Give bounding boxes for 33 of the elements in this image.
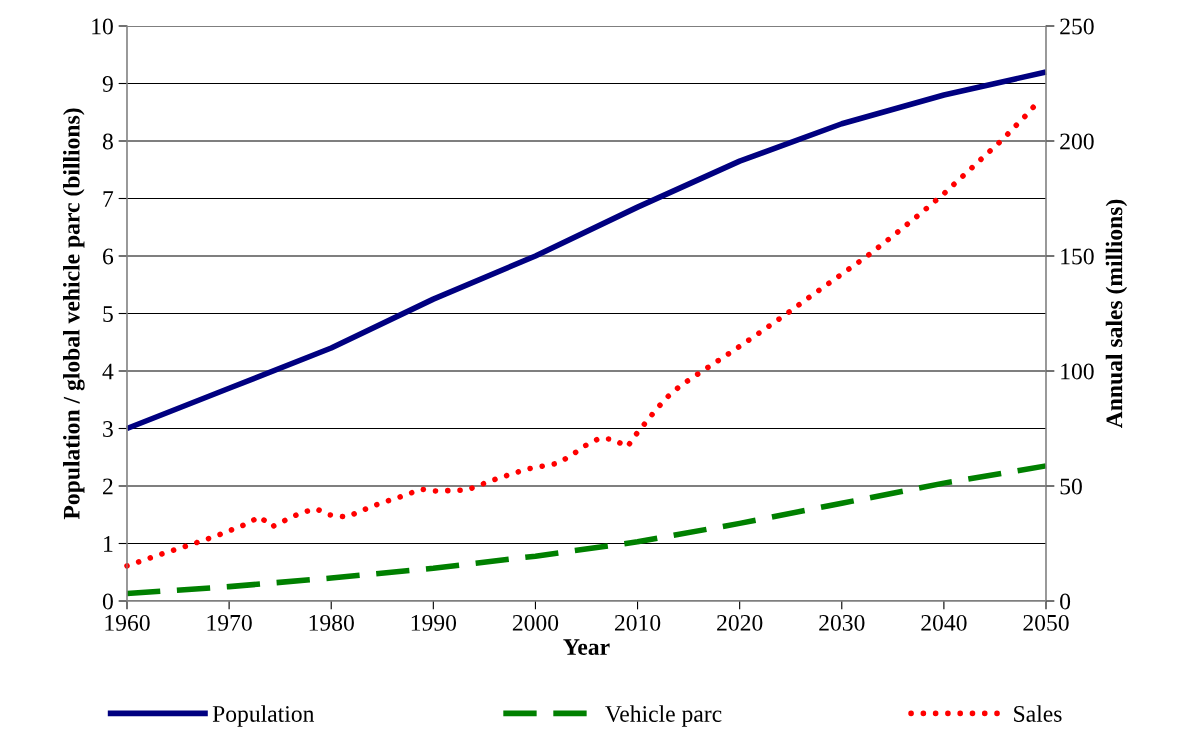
y-tick-label: 0	[102, 593, 113, 610]
legend-label: Population	[212, 705, 315, 727]
x-tick-label: 2010	[614, 614, 661, 631]
y2-tick-label: 100	[1061, 363, 1094, 380]
legend-label: Vehicle parc	[605, 705, 722, 727]
y-tick-label: 9	[102, 76, 113, 92]
x-tick-label: 1970	[207, 614, 252, 631]
legend-label: Sales	[1014, 705, 1062, 722]
x-tick-label: 2030	[819, 614, 865, 631]
y-tick-label: 1	[104, 536, 113, 552]
y2-tick-label: 250	[1060, 18, 1094, 35]
x-tick-label: 2050	[1023, 614, 1069, 631]
x-tick-label: 1960	[105, 614, 150, 631]
y-tick-label: 8	[102, 133, 113, 150]
y-axis-title: Population / global vehicle parc (billions)	[63, 108, 85, 520]
y2-tick-label: 200	[1060, 133, 1094, 150]
y2-tick-label: 50	[1060, 478, 1082, 495]
x-tick-label: 1990	[411, 614, 457, 631]
y-tick-label: 6	[103, 248, 114, 265]
x-tick-label: 2040	[921, 614, 967, 631]
y2-tick-label: 150	[1061, 248, 1094, 265]
y2-axis-title: Annual sales (millions)	[1105, 199, 1128, 429]
y2-tick-label: 0	[1060, 593, 1071, 610]
x-axis-title: Year	[563, 639, 610, 655]
y-tick-label: 10	[92, 18, 113, 35]
y-tick-label: 4	[102, 363, 114, 380]
y-tick-label: 3	[103, 421, 113, 437]
x-tick-label: 2020	[717, 614, 763, 631]
y-tick-label: 5	[103, 306, 113, 322]
y-tick-label: 7	[103, 191, 114, 207]
y-tick-label: 2	[103, 478, 113, 495]
x-tick-label: 2000	[512, 614, 559, 631]
x-tick-label: 1980	[309, 614, 354, 631]
